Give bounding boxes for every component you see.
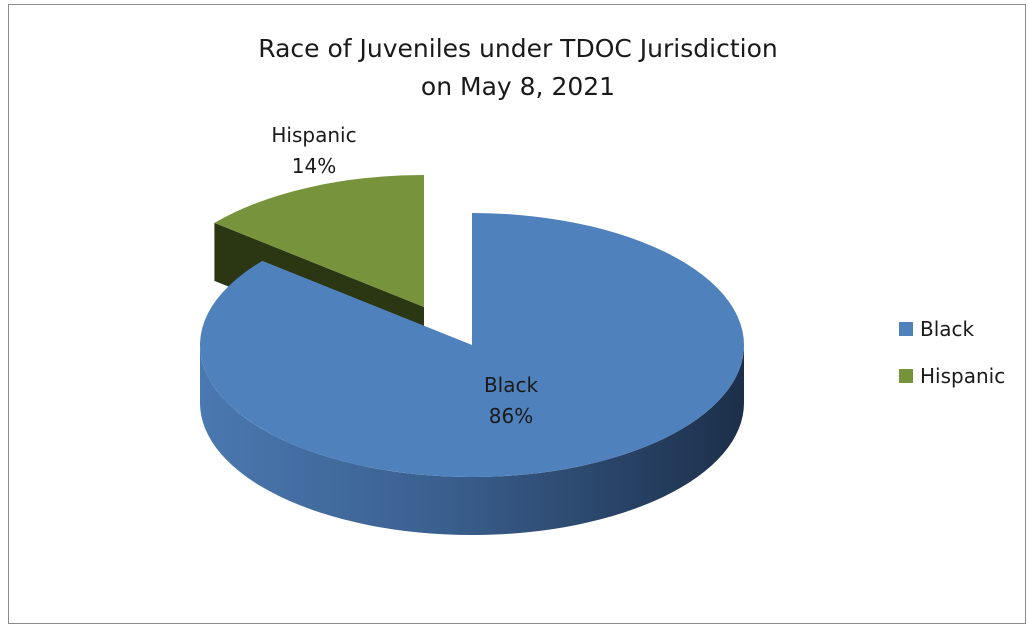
legend-label-hispanic: Hispanic [920, 364, 1005, 388]
slice-black-top [200, 213, 745, 478]
pie-chart: Black 86% Hispanic 14% Black Hispanic [200, 123, 1005, 535]
slice-black-side [200, 345, 744, 535]
legend-label-black: Black [920, 317, 975, 341]
legend-item-black: Black [899, 317, 975, 341]
legend-swatch-hispanic [899, 369, 913, 383]
legend-swatch-black [899, 322, 913, 336]
chart-title: Race of Juveniles under TDOC Jurisdictio… [0, 30, 1028, 106]
data-label-black-category: Black [484, 373, 539, 397]
chart-title-line-2: on May 8, 2021 [420, 72, 616, 101]
pie-layer: Black 86% Hispanic 14% [200, 123, 745, 535]
slice-black [200, 213, 745, 535]
data-label-hispanic-category: Hispanic [271, 123, 356, 147]
chart-title-line-1: Race of Juveniles under TDOC Jurisdictio… [258, 34, 778, 63]
legend: Black Hispanic [899, 317, 1005, 388]
slice-hispanic-top [214, 175, 424, 307]
data-label-hispanic-value: 14% [292, 154, 336, 178]
legend-item-hispanic: Hispanic [899, 364, 1005, 388]
data-label-black-value: 86% [489, 404, 533, 428]
